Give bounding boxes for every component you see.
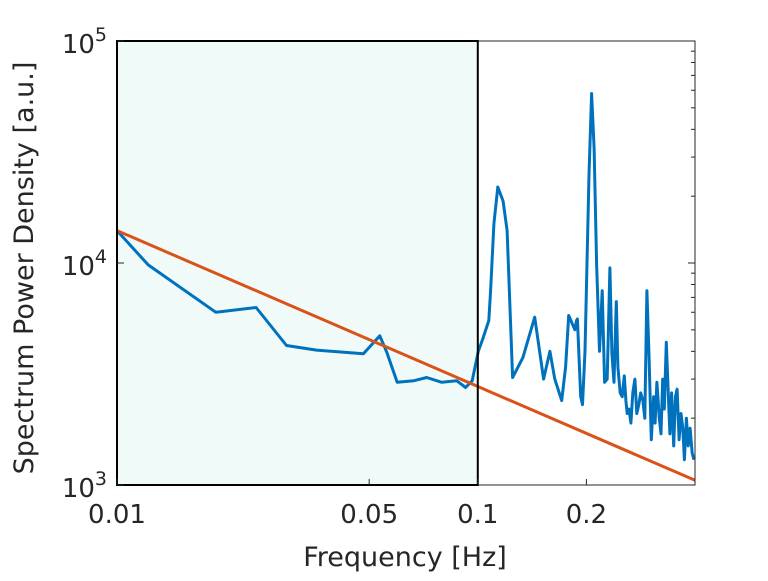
psd-series-line	[115, 92, 696, 462]
series-layer	[115, 92, 696, 482]
x-tick-label: 0.2	[566, 500, 607, 530]
x-tick-label: 0.01	[88, 500, 146, 530]
x-tick-label: 0.1	[457, 500, 498, 530]
x-tick-label: 0.05	[340, 500, 398, 530]
fit-line	[116, 229, 696, 482]
shaded-frequency-band	[117, 41, 478, 485]
y-tick-label: 103	[62, 468, 107, 504]
y-axis-title: Spectrum Power Density [a.u.]	[9, 62, 40, 475]
x-axis-title: Frequency [Hz]	[303, 542, 507, 573]
axis-layer: 0.01 0.05 0.1 0.2 103 104 105	[62, 24, 695, 530]
y-tick-label: 105	[62, 24, 107, 60]
y-tick-label: 104	[62, 246, 107, 282]
